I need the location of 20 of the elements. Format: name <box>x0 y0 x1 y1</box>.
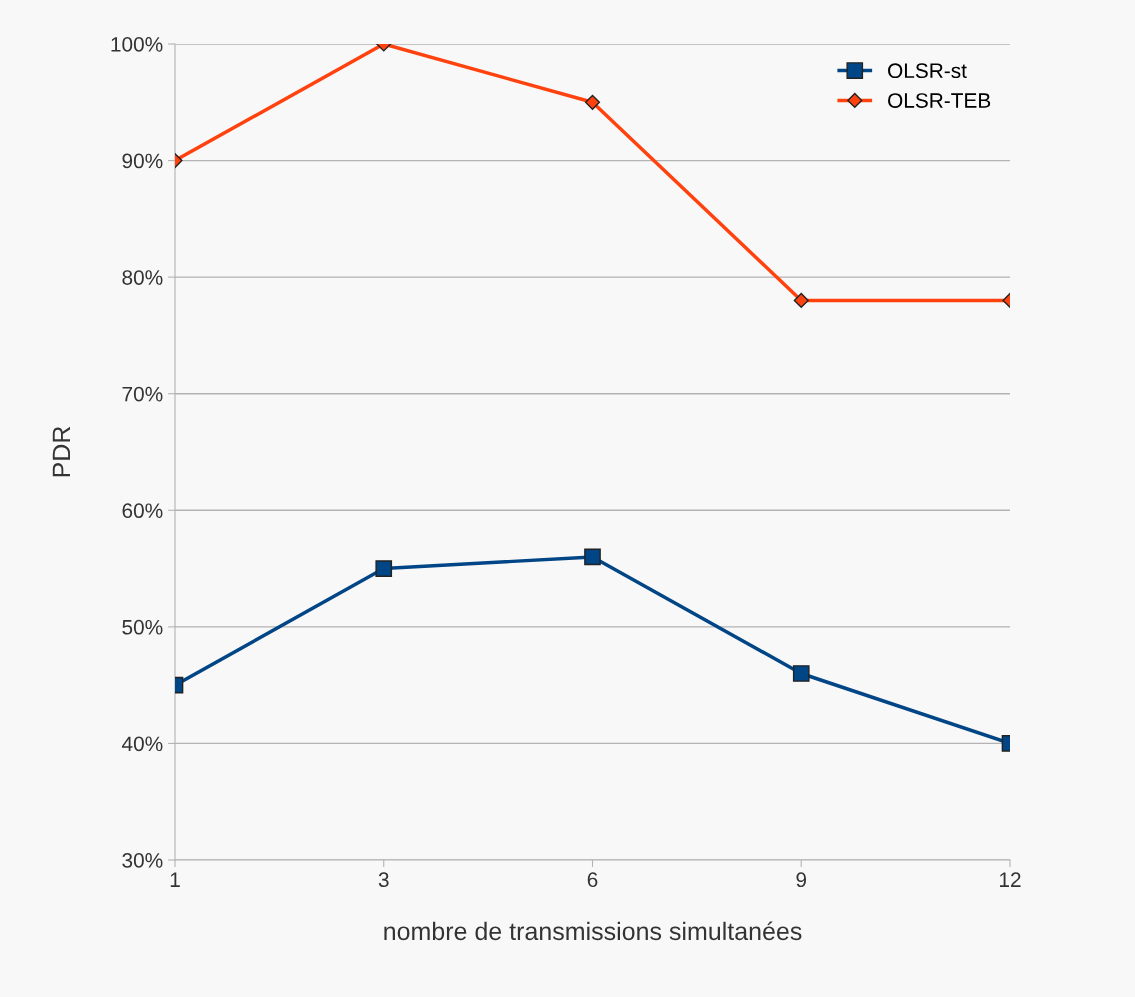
legend-label: OLSR-st <box>888 63 967 79</box>
y-tick-label: 40% <box>121 736 163 752</box>
x-tick-label: 6 <box>587 872 598 888</box>
x-tick-label: 3 <box>378 872 389 888</box>
x-axis-title: nombre de transmissions simultanées <box>384 921 802 941</box>
point <box>792 665 810 682</box>
legend-label: OLSR-TEB <box>888 93 991 108</box>
x-tick-label: 9 <box>796 872 807 888</box>
y-tick-label: 30% <box>122 853 163 868</box>
point <box>375 560 393 577</box>
point <box>584 548 601 566</box>
x-tick-label: 12 <box>1000 872 1021 887</box>
y-axis-title: PDR <box>52 426 70 477</box>
x-tick-label: 1 <box>170 872 180 887</box>
y-tick-label: 80% <box>122 270 163 285</box>
y-tick-label: 70% <box>122 386 163 402</box>
y-tick-label: 100% <box>111 37 163 52</box>
y-tick-label: 50% <box>122 619 163 635</box>
y-tick-label: 90% <box>122 153 163 169</box>
y-tick-label: 60% <box>122 503 163 519</box>
